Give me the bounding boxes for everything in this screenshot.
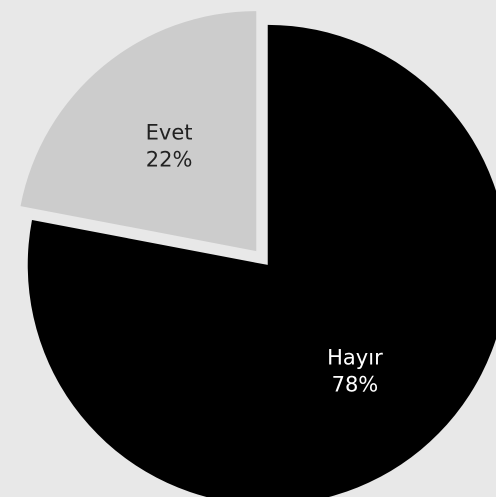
pie-labels: Hayır 78% Evet 22% [146, 121, 383, 397]
pie-slices [20, 11, 496, 497]
slice-label: Evet [146, 121, 193, 145]
pie-slice-hay-r [27, 24, 496, 497]
slice-label: Hayır [327, 345, 383, 369]
slice-percent-label: 22% [146, 148, 193, 172]
pie-slice-evet [20, 11, 257, 252]
slice-percent-label: 78% [332, 372, 379, 396]
